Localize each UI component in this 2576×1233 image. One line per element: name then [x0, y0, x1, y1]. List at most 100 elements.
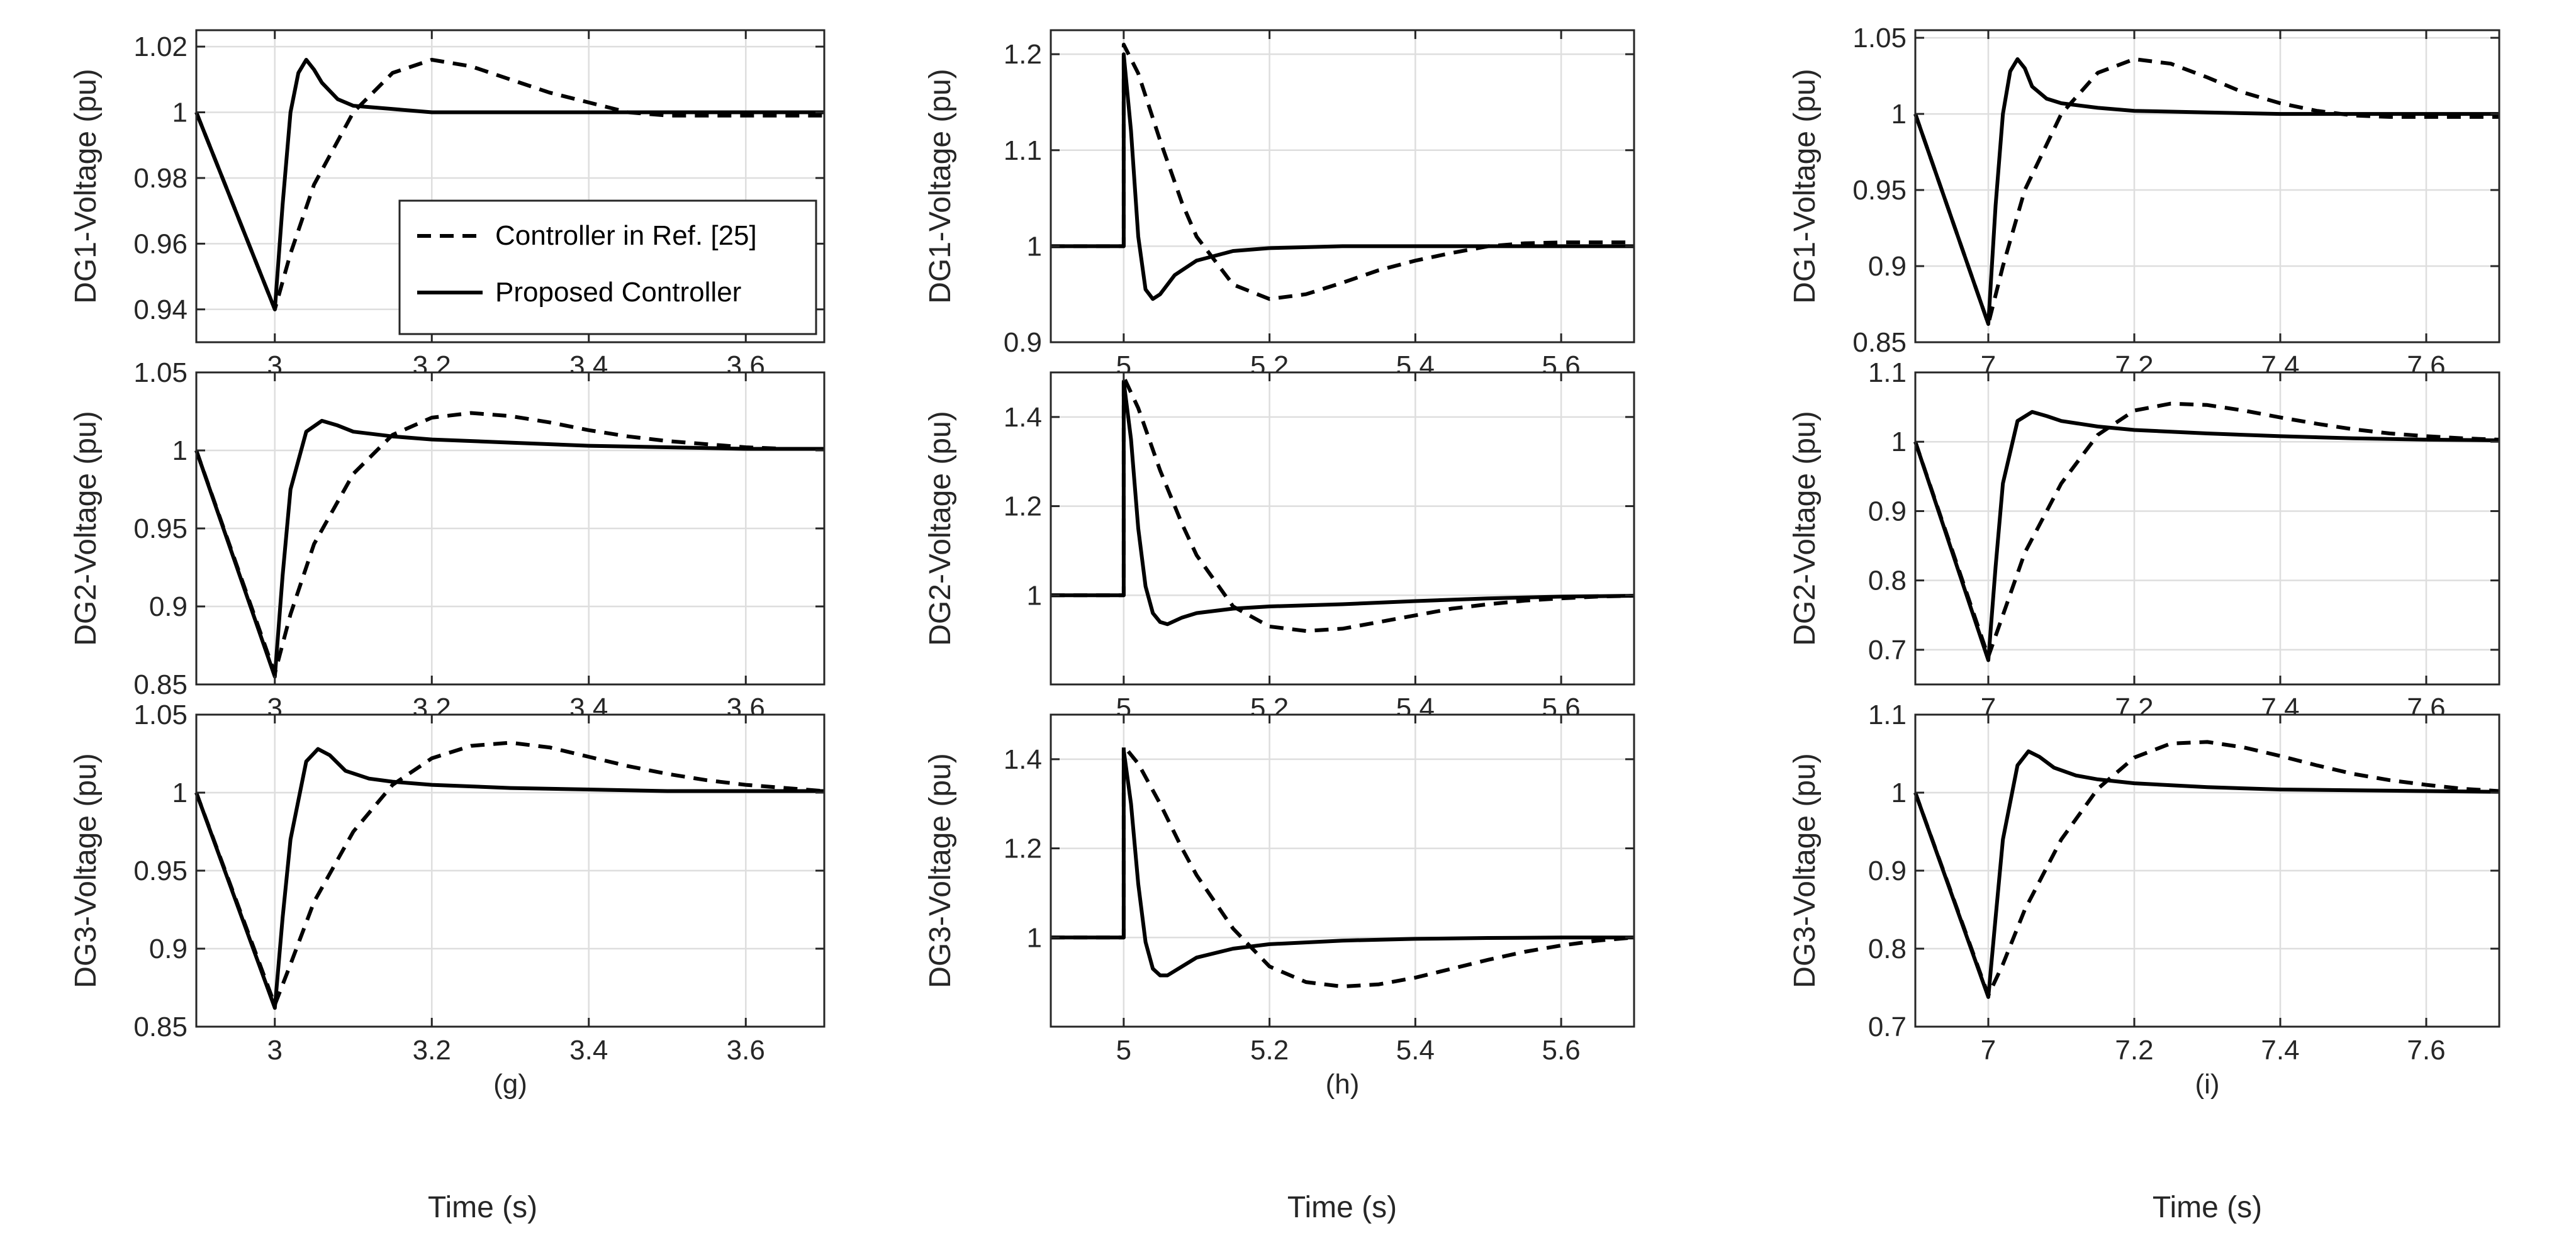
panel-b-y-tick-label: 0.9 [1004, 327, 1042, 358]
panel-h: 5 5.2 5.4 5.6 1 1.2 1.4 DG3-Voltage (pu) (h) [924, 713, 1635, 1100]
panel-i-x-tick-label: 7.4 [2261, 1035, 2299, 1066]
panel-c-plot-area [1914, 29, 2500, 343]
panel-c-y-tick-label: 1 [1891, 99, 1907, 130]
panel-h-x-tick-label: 5.6 [1542, 1035, 1581, 1066]
panel-i: 7 7.2 7.4 7.6 0.7 0.8 0.9 1 1.1 DG3-Voltage (pu) (… [1788, 700, 2500, 1100]
panel-i-series-proposed-line [1913, 749, 2500, 999]
panel-i-y-tick-label: 0.9 [1868, 856, 1907, 886]
panel-i-x-tick-label: 7.2 [2115, 1035, 2153, 1066]
panel-g-x-tick-label: 3.4 [569, 1035, 608, 1066]
panel-a-series-ref25-line [194, 58, 824, 311]
panel-b-axes-frame [1050, 29, 1635, 343]
panel-h-axes-frame [1050, 713, 1635, 1028]
panel-f-y-tick-label: 1.1 [1868, 357, 1907, 388]
panel-a-y-tick-label: 0.96 [133, 228, 188, 259]
panels-layer: 3 3.2 3.4 3.6 0.94 0.96 0.98 1 1.02 DG1-Voltage (… [69, 23, 2500, 1100]
panel-e-y-axis-label: DG2-Voltage (pu) [924, 411, 957, 646]
panel-e-plot-area [1050, 371, 1635, 686]
panel-d-series-proposed-line [194, 418, 824, 679]
panel-a-y-tick-label: 1.02 [133, 31, 188, 62]
panel-i-y-tick-label: 0.8 [1868, 934, 1907, 964]
panel-g-sublabel: (g) [493, 1069, 527, 1100]
panel-b-plot-area [1050, 29, 1635, 343]
panel-c-y-tick-label: 0.9 [1868, 251, 1907, 282]
panel-g-x-tick-label: 3 [267, 1035, 283, 1066]
panel-c-series-ref25-line [1913, 57, 2499, 326]
legend-ref25-label: Controller in Ref. [25] [495, 220, 757, 251]
panel-a-series-proposed-line [194, 58, 824, 311]
panel-g-y-tick-label: 0.95 [133, 856, 188, 886]
panel-b-y-tick-label: 1.2 [1004, 39, 1042, 70]
panel-e-axes-frame [1050, 371, 1635, 686]
panel-f-axes-frame [1914, 371, 2500, 686]
panel-f-y-tick-label: 0.7 [1868, 635, 1907, 666]
panel-d-y-tick-label: 0.95 [133, 513, 188, 544]
panel-h-x-tick-label: 5.2 [1250, 1035, 1289, 1066]
x-axis-label-col-3: Time (s) [2153, 1191, 2262, 1224]
panel-d-y-tick-label: 0.85 [133, 669, 188, 700]
panel-i-y-tick-label: 1.1 [1868, 700, 1907, 730]
panel-c-axes-frame [1914, 29, 2500, 343]
panel-h-y-tick-label: 1.2 [1004, 834, 1042, 864]
legend: Controller in Ref. [25] Proposed Controll… [398, 199, 817, 335]
panel-e-y-tick-label: 1 [1027, 580, 1042, 611]
panel-d-y-tick-label: 1.05 [133, 357, 188, 388]
panel-a-y-tick-label: 0.98 [133, 163, 188, 194]
panel-f-plot-area [1914, 371, 2500, 686]
panel-e-series-proposed-line [1051, 379, 1635, 627]
panel-g-x-tick-label: 3.6 [727, 1035, 765, 1066]
panel-b-series-ref25-line [1051, 42, 1634, 301]
panel-f-series-ref25-line [1913, 401, 2500, 659]
panel-f-series-proposed-line [1913, 410, 2500, 662]
x-axis-label-col-1: Time (s) [428, 1191, 537, 1224]
panel-c-y-tick-label: 1.05 [1852, 23, 1907, 53]
panel-h-x-tick-label: 5.4 [1396, 1035, 1435, 1066]
panel-d-series-ref25-line [194, 411, 824, 676]
panel-d-y-axis-label: DG2-Voltage (pu) [69, 411, 103, 646]
panel-h-series-ref25-line [1051, 744, 1635, 989]
panel-g-y-tick-label: 0.9 [149, 934, 188, 964]
panel-h-series-proposed-line [1051, 748, 1634, 978]
panel-f-y-tick-label: 0.9 [1868, 496, 1907, 527]
panel-h-y-axis-label: DG3-Voltage (pu) [924, 753, 957, 988]
panel-a-y-tick-label: 0.94 [133, 294, 188, 325]
panel-a-y-axis-label: DG1-Voltage (pu) [69, 69, 103, 304]
panel-a-axes-frame [195, 29, 826, 343]
panel-g-series-ref25-line [194, 740, 825, 1007]
panel-f-y-tick-label: 1 [1891, 427, 1907, 457]
panel-c-y-tick-label: 0.85 [1852, 327, 1907, 358]
panel-e-series-ref25-line [1051, 375, 1635, 633]
panel-g-y-axis-label: DG3-Voltage (pu) [69, 753, 103, 988]
panel-b-series-proposed-line [1051, 52, 1634, 301]
panel-i-sublabel: (i) [2195, 1069, 2219, 1100]
panel-g-y-tick-label: 1.05 [133, 700, 188, 730]
panel-d-y-tick-label: 1 [172, 435, 188, 466]
panel-f-y-axis-label: DG2-Voltage (pu) [1788, 411, 1822, 646]
panel-i-y-tick-label: 0.7 [1868, 1012, 1907, 1042]
panel-f-y-tick-label: 0.8 [1868, 566, 1907, 596]
panel-h-y-tick-label: 1.4 [1004, 744, 1042, 775]
legend-box [398, 199, 817, 335]
panel-g-y-tick-label: 1 [172, 778, 188, 808]
panel-g-series-proposed-line [194, 747, 824, 1010]
panel-h-plot-area [1050, 713, 1635, 1028]
panel-h-y-tick-label: 1 [1027, 922, 1042, 953]
panel-i-x-tick-label: 7.6 [2407, 1035, 2445, 1066]
panel-d-y-tick-label: 0.9 [149, 591, 188, 622]
panel-c-series-proposed-line [1913, 57, 2499, 326]
panel-i-y-tick-label: 1 [1891, 778, 1907, 808]
panel-i-y-axis-label: DG3-Voltage (pu) [1788, 753, 1822, 988]
panel-b-y-axis-label: DG1-Voltage (pu) [924, 69, 957, 304]
panel-g: 3 3.2 3.4 3.6 0.85 0.9 0.95 1 1.05 DG3-Voltage (p… [69, 700, 826, 1100]
panel-i-series-ref25-line [1913, 740, 2500, 998]
x-axis-label-col-2: Time (s) [1287, 1191, 1397, 1224]
panel-i-x-tick-label: 7 [1981, 1035, 1996, 1066]
panel-h-sublabel: (h) [1326, 1069, 1360, 1100]
panel-e-y-tick-label: 1.2 [1004, 491, 1042, 522]
